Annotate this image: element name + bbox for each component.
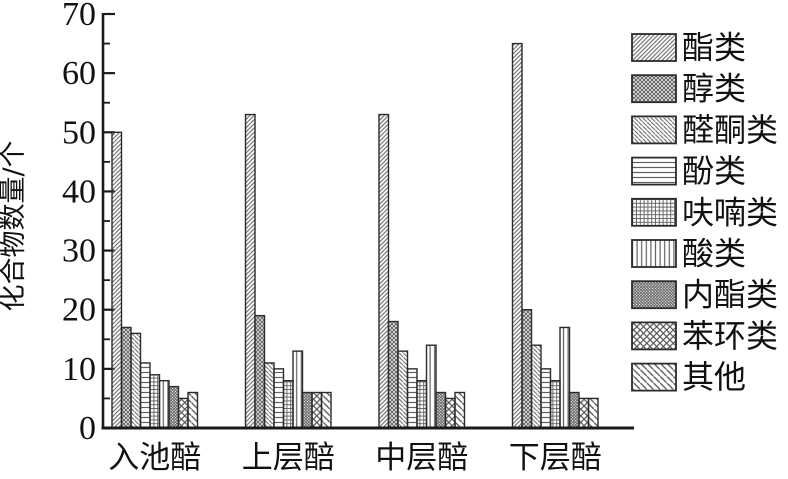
legend-item: 内酯类 — [631, 276, 778, 314]
legend-swatch-fine-grid — [631, 197, 677, 227]
bar-diamond-lattice — [578, 397, 590, 428]
y-tick-label: 50 — [62, 114, 96, 151]
legend-item: 苯环类 — [631, 317, 778, 355]
bar-diagonal-backward-hatch — [263, 362, 275, 429]
y-tick-label: 10 — [62, 351, 96, 388]
legend-swatch-vertical-lines — [631, 239, 677, 268]
y-tick-label: 0 — [79, 410, 96, 447]
bar-horizontal-lines — [540, 368, 552, 429]
legend-item: 醇类 — [631, 70, 746, 108]
y-tick-labels: 0 10 20 30 40 50 60 70 — [62, 0, 96, 447]
bar-horizontal-lines — [139, 362, 151, 429]
legend-swatch-diamond-lattice — [631, 321, 677, 351]
bar-diamond-lattice — [444, 397, 456, 428]
legend-label: 酚类 — [682, 152, 746, 190]
bar-fine-grid — [549, 379, 561, 428]
legend-label: 内酯类 — [682, 276, 778, 314]
x-axis-labels: 入池醅 上层醅 中层醅 下层醅 — [108, 440, 602, 476]
legend-item: 其他 — [631, 358, 746, 396]
legend-swatch-fine-crosshatch — [631, 280, 677, 310]
bar-coarse-backward-hatch — [320, 391, 332, 428]
bar-group-4 — [511, 42, 599, 429]
bar-diagonal-backward-hatch — [130, 332, 142, 429]
legend-label: 呋喃类 — [682, 193, 778, 231]
bar-group-2 — [244, 113, 332, 429]
x-axis-label: 入池醅 — [108, 440, 201, 476]
bar-group-3 — [378, 113, 466, 429]
bar-diagonal-backward-hatch — [397, 350, 409, 429]
legend-label: 酯类 — [682, 29, 746, 67]
legend-item: 醛酮类 — [631, 111, 778, 149]
bar-diagonal-forward-hatch — [378, 113, 390, 428]
bar-dense-diamond-dots — [254, 314, 266, 428]
x-axis-label: 下层醅 — [509, 440, 602, 476]
bar-coarse-backward-hatch — [454, 391, 466, 428]
legend-item: 酚类 — [631, 152, 746, 190]
legend-label: 醛酮类 — [682, 111, 778, 149]
bar-group-1 — [111, 131, 199, 429]
legend-label: 醇类 — [682, 70, 746, 108]
bar-fine-crosshatch — [301, 391, 313, 428]
legend-swatch-horizontal-lines — [631, 156, 677, 186]
bar-vertical-lines — [292, 350, 304, 429]
bar-vertical-lines — [425, 344, 437, 429]
bar-horizontal-lines — [406, 368, 418, 429]
bar-fine-grid — [149, 374, 161, 428]
bar-dense-diamond-dots — [521, 309, 533, 429]
bar-diamond-lattice — [177, 397, 189, 428]
bar-vertical-lines — [158, 379, 170, 428]
legend-swatch-coarse-backward-hatch — [631, 362, 677, 392]
bar-fine-crosshatch — [435, 391, 447, 428]
x-axis-label: 中层醅 — [375, 440, 468, 476]
legend-label: 酸类 — [682, 235, 746, 273]
bar-fine-crosshatch — [168, 385, 180, 429]
bar-dense-diamond-dots — [120, 326, 132, 429]
y-tick-label: 70 — [62, 0, 96, 33]
bar-groups — [111, 42, 599, 429]
bar-diagonal-forward-hatch — [111, 131, 123, 429]
bar-diagonal-backward-hatch — [530, 344, 542, 429]
bar-coarse-backward-hatch — [587, 397, 599, 428]
bar-diamond-lattice — [311, 391, 323, 428]
bar-vertical-lines — [559, 326, 571, 429]
bar-fine-crosshatch — [568, 391, 580, 428]
legend-item: 酯类 — [631, 29, 746, 67]
legend-item: 酸类 — [631, 235, 746, 273]
legend-swatch-diagonal-backward-hatch — [631, 115, 677, 145]
bar-diagonal-forward-hatch — [244, 113, 256, 428]
y-tick-label: 30 — [62, 233, 96, 270]
legend-item: 呋喃类 — [631, 193, 778, 231]
y-axis-title: 化合物数量/个 — [0, 140, 29, 311]
y-tick-label: 20 — [62, 292, 96, 329]
bar-horizontal-lines — [273, 368, 285, 429]
legend-label: 苯环类 — [682, 317, 778, 355]
bar-dense-diamond-dots — [387, 320, 399, 428]
legend-label: 其他 — [682, 358, 746, 396]
bar-diagonal-forward-hatch — [511, 42, 523, 429]
x-axis-label: 上层醅 — [242, 440, 335, 476]
legend-swatch-diagonal-forward-hatch — [631, 33, 677, 62]
bar-fine-grid — [416, 379, 428, 428]
bar-coarse-backward-hatch — [187, 391, 199, 428]
bar-fine-grid — [282, 379, 294, 428]
legend-swatch-dense-diamond-dots — [631, 74, 677, 104]
y-tick-label: 60 — [62, 55, 96, 92]
y-tick-label: 40 — [62, 173, 96, 210]
